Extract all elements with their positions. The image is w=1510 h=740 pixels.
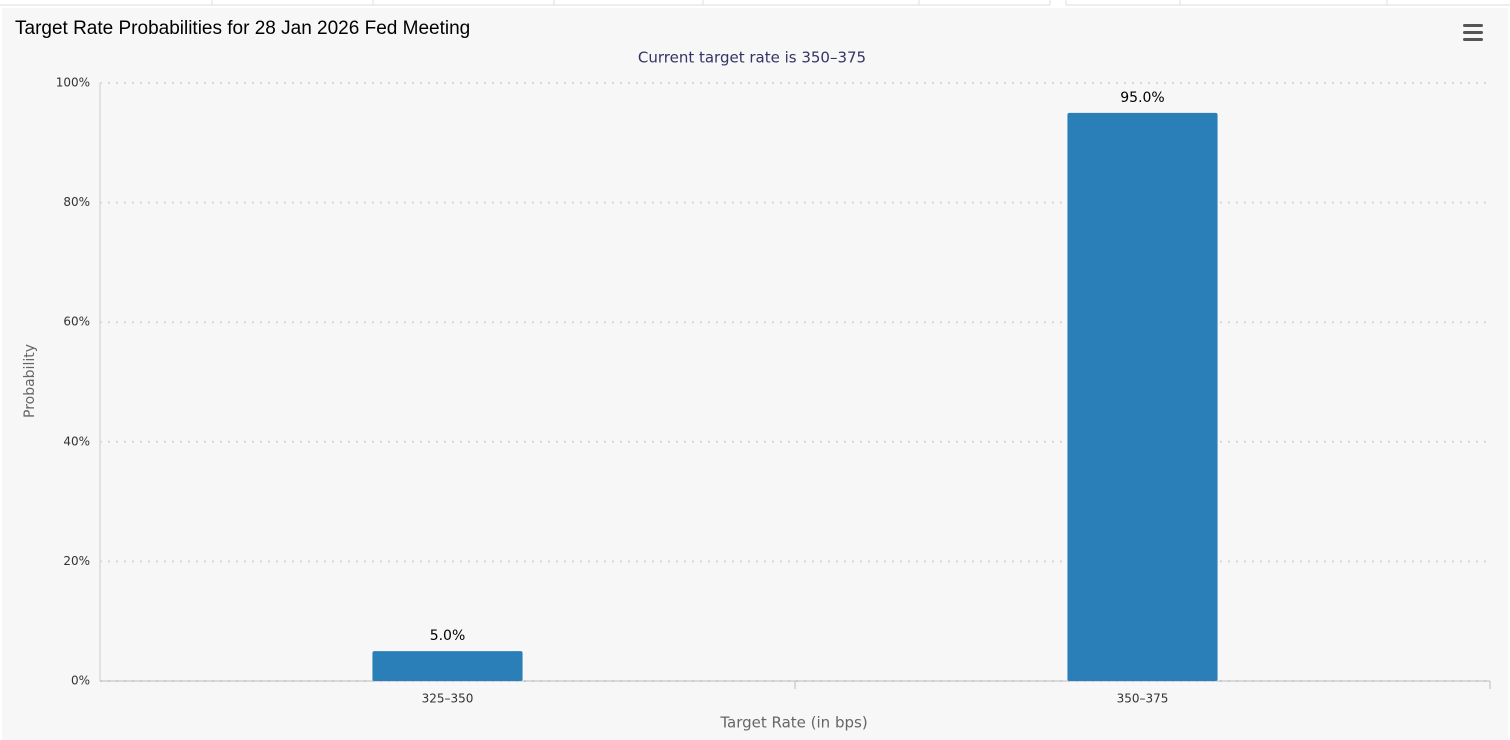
chart-subtitle: Current target rate is 350–375 xyxy=(638,49,866,67)
chart-background xyxy=(2,8,1508,740)
value-label: 5.0% xyxy=(430,628,466,644)
menu-button[interactable] xyxy=(1463,24,1483,41)
y-tick-label: 0% xyxy=(71,674,90,688)
x-tick-label: 325–350 xyxy=(422,692,474,706)
bar xyxy=(372,651,523,681)
y-tick-label: 80% xyxy=(63,195,90,209)
tab-strip xyxy=(0,0,1510,6)
y-tick-label: 100% xyxy=(56,76,90,90)
x-tick-label: 350–375 xyxy=(1117,692,1169,706)
value-label: 95.0% xyxy=(1120,90,1164,106)
y-tick-label: 40% xyxy=(63,434,90,448)
x-axis-title: Target Rate (in bps) xyxy=(719,714,867,732)
chart-title: Target Rate Probabilities for 28 Jan 202… xyxy=(15,18,470,39)
y-tick-label: 60% xyxy=(63,315,90,329)
y-axis-title: Probability xyxy=(22,344,38,418)
bar xyxy=(1067,112,1218,681)
y-tick-label: 20% xyxy=(63,554,90,568)
